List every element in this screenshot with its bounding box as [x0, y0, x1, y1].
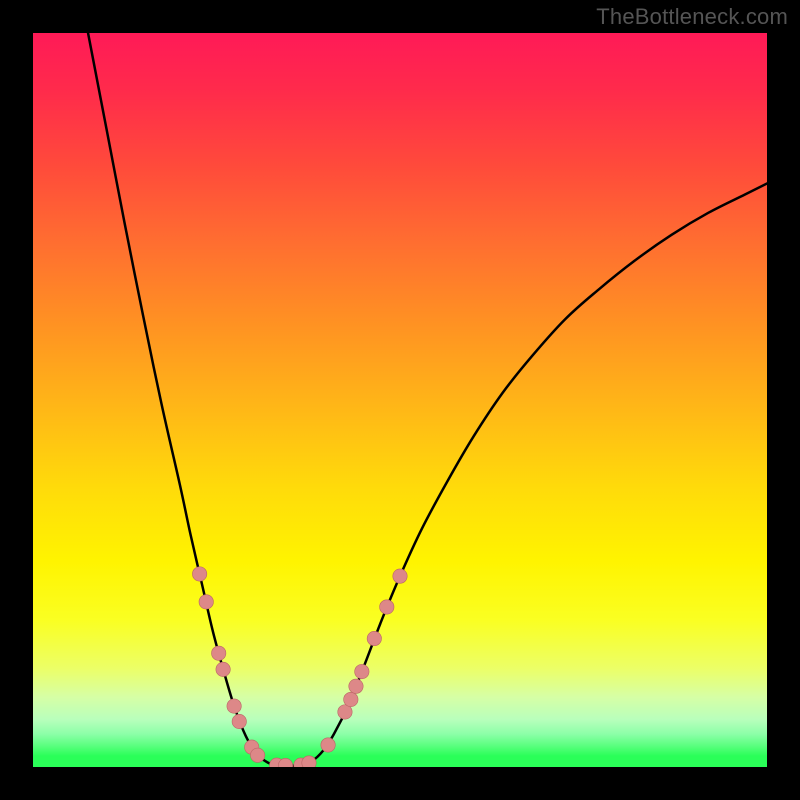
marker-point [302, 756, 316, 767]
bottleneck-curve-chart [33, 33, 767, 767]
marker-point [232, 714, 246, 728]
chart-frame: TheBottleneck.com [0, 0, 800, 800]
marker-point [380, 600, 394, 614]
marker-point [321, 738, 335, 752]
marker-point [192, 567, 206, 581]
marker-point [393, 569, 407, 583]
marker-point [349, 679, 363, 693]
marker-point [199, 595, 213, 609]
marker-point [344, 692, 358, 706]
marker-point [367, 631, 381, 645]
marker-point [212, 646, 226, 660]
marker-point [216, 662, 230, 676]
gradient-background [33, 33, 767, 767]
watermark-label: TheBottleneck.com [596, 4, 788, 30]
marker-point [355, 664, 369, 678]
marker-point [250, 748, 264, 762]
marker-point [227, 699, 241, 713]
